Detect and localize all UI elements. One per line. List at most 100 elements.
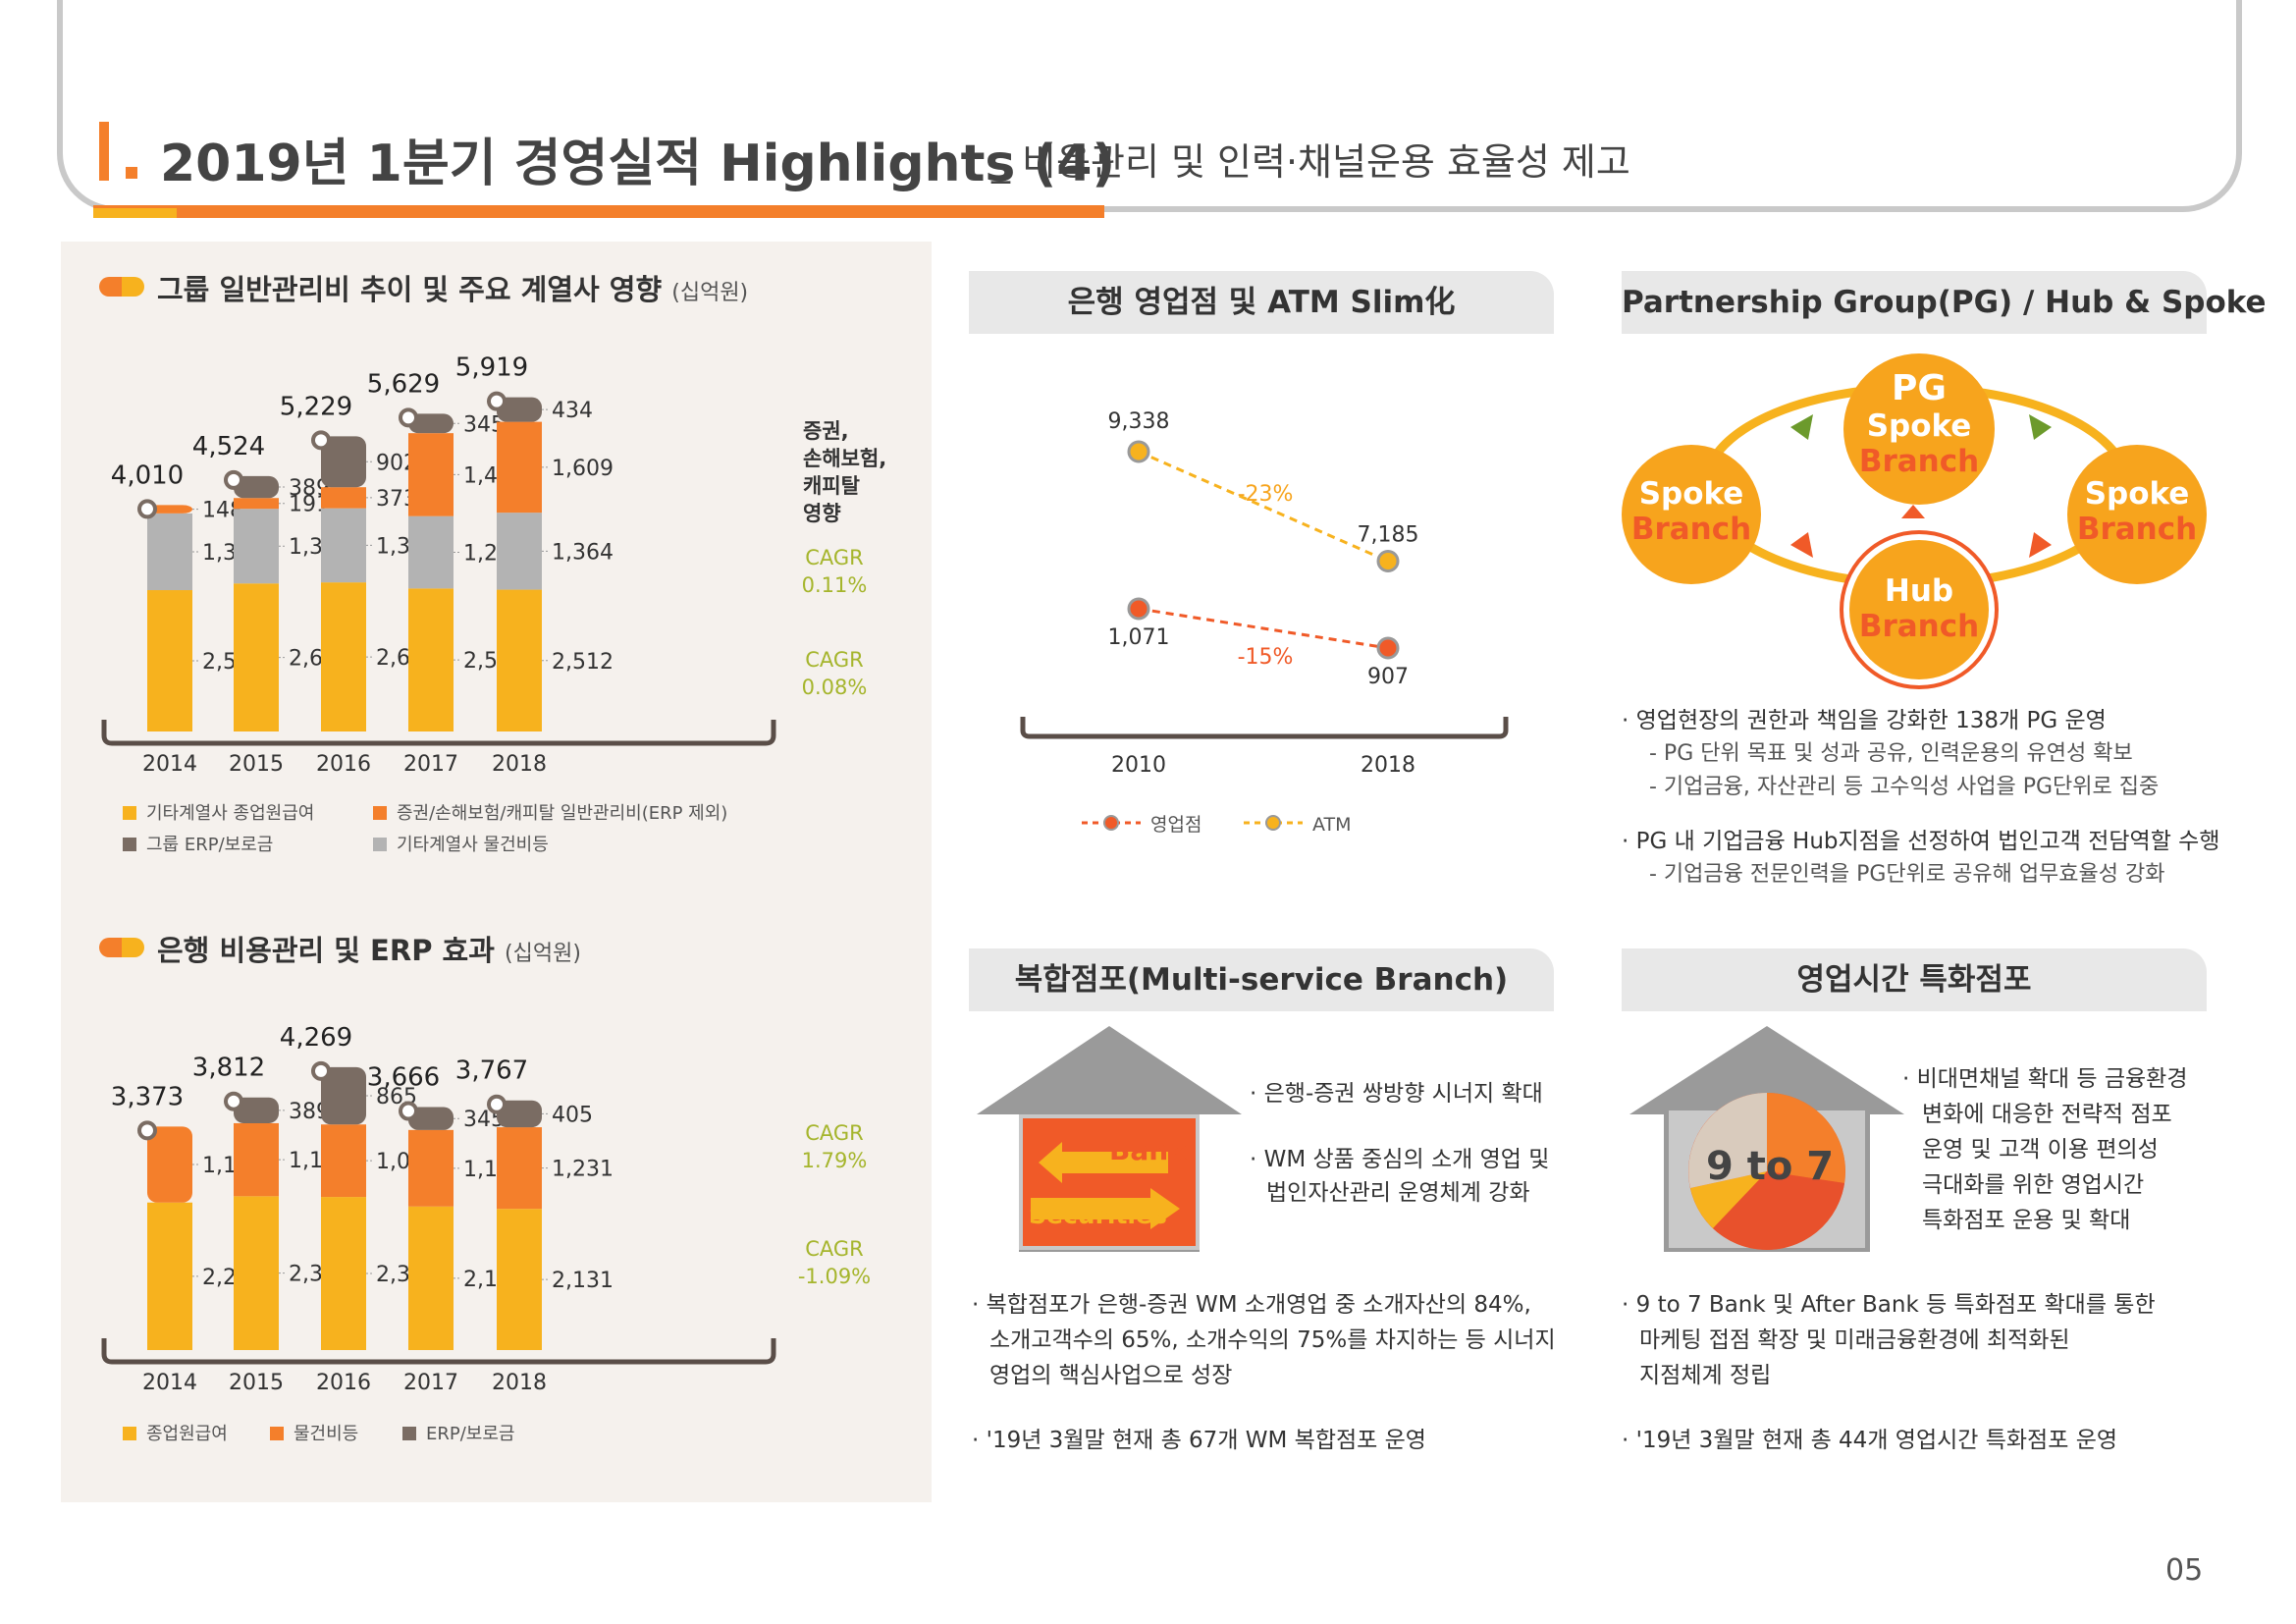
total-label: 4,010 (111, 460, 184, 490)
house-securities-label: Securities (1029, 1201, 1167, 1229)
multi-bullet-2: 소개고객수의 65%, 소개수익의 75%를 차지하는 등 시너지 (989, 1327, 1556, 1353)
bar-segment (234, 475, 279, 499)
total-marker (137, 1120, 157, 1141)
axis-label: 2018 (1361, 753, 1415, 778)
bar-segment (408, 1129, 454, 1207)
data-label: 1,231 (552, 1158, 614, 1182)
bar-segment (321, 487, 366, 509)
multi-side-1: · 은행-증권 쌍방향 시너지 확대 (1250, 1081, 1543, 1107)
pg-title: Partnership Group(PG) / Hub & Spoke (1622, 271, 2267, 334)
total-marker (487, 1094, 507, 1114)
total-label: 5,919 (455, 353, 528, 383)
axis-label: 2015 (229, 752, 284, 777)
bar-segment (497, 589, 542, 731)
page-subtitle: _ 비용관리 및 인력·채널운용 효율성 제고 (991, 140, 1630, 184)
bar-segment (147, 513, 192, 591)
pg-circle: PG Spoke Branch (1843, 353, 1995, 505)
baseline-axis (101, 1338, 776, 1365)
bar-segment (497, 513, 542, 590)
data-label: 907 (1367, 665, 1409, 689)
bank-branch-title: 은행 영업점 및 ATM Slim化 (969, 271, 1554, 334)
bar-segment (321, 1124, 366, 1198)
hours-side-2: 변화에 대응한 전략적 점포 (1922, 1102, 2172, 1127)
pg-bullet-1: · 영업현장의 권한과 책임을 강화한 138개 PG 운영 (1622, 708, 2107, 733)
bar-segment (408, 413, 454, 434)
axis-label: 2017 (403, 1371, 458, 1395)
total-marker (311, 430, 331, 451)
baseline-axis (1020, 717, 1509, 739)
page-title: 2019년 1분기 경영실적 Highlights (4) (160, 135, 1116, 193)
section-bullet-icon (99, 938, 144, 957)
axis-label: 2018 (492, 752, 547, 777)
data-label: 9,338 (1108, 409, 1170, 434)
total-marker (224, 1091, 243, 1111)
header-underline-orange (93, 205, 1104, 218)
data-label: 2,131 (552, 1269, 614, 1293)
hours-side-1: · 비대면채널 확대 등 금융환경 (1902, 1066, 2188, 1092)
axis-label: 2016 (316, 1371, 371, 1395)
bank-erp-chart: 2,2261,1473,37320142,3211,1023893,812201… (101, 1023, 776, 1395)
data-label: 405 (552, 1103, 593, 1127)
bar-segment (497, 1100, 542, 1128)
data-label: 7,185 (1358, 523, 1419, 548)
multi-bullet-1: · 복합점포가 은행-증권 WM 소개영업 중 소개자산의 84%, (972, 1292, 1531, 1318)
bar-segment (234, 509, 279, 584)
cagr-bottom-1: CAGR 0.08% (801, 648, 868, 699)
data-point (1376, 636, 1400, 660)
series-line (1138, 607, 1389, 650)
bar-segment (234, 1122, 279, 1197)
house-bank-label: Bank (1109, 1134, 1187, 1166)
pg-sub-3: - 기업금융 전문인력을 PG단위로 공유해 업무효율성 강화 (1649, 862, 2165, 887)
bar-segment (321, 1197, 366, 1350)
arrow-icon (2029, 532, 2052, 558)
cagr-top-1: CAGR 0.11% (801, 546, 868, 597)
data-label: 2,512 (552, 650, 614, 675)
section-bullet-icon (99, 277, 144, 297)
legend-item: ERP/보로금 (402, 1420, 514, 1445)
cagr-bottom-2: CAGR -1.09% (797, 1237, 872, 1288)
axis-label: 2014 (142, 752, 197, 777)
arrow-icon (1790, 414, 1813, 440)
section-title-bank-erp: 은행 비용관리 및 ERP 효과 (십억원) (157, 934, 581, 967)
bar-segment (408, 433, 454, 516)
total-label: 5,229 (280, 392, 352, 421)
bar-segment (147, 1202, 192, 1350)
group-expense-chart: 2,5041,3581484,01020142,6221,3221913894,… (101, 353, 776, 777)
hours-bullet-4: · '19년 3월말 현재 총 44개 영업시간 특화점포 운영 (1622, 1428, 2118, 1453)
hours-house-icon (1629, 1026, 1904, 1252)
page-number: 05 (2165, 1553, 2204, 1588)
total-marker (399, 1101, 418, 1121)
bar-segment (497, 1127, 542, 1210)
data-point (1127, 597, 1150, 621)
total-marker (399, 407, 418, 428)
total-label: 5,629 (367, 369, 440, 399)
arrow-icon (1790, 532, 1813, 558)
data-point (1127, 440, 1150, 463)
legend-item: 기타계열사 물건비등 (373, 831, 549, 856)
bar-segment (497, 397, 542, 422)
header-frame (57, 0, 2242, 212)
bar-segment (321, 582, 366, 731)
legend-item: 기타계열사 종업원급여 (123, 799, 314, 825)
pie-label-9to7: 9 to 7 (1706, 1144, 1835, 1189)
bar-segment (234, 498, 279, 510)
data-label: 1,364 (552, 540, 614, 565)
legend-item: 증권/손해보험/캐피탈 일반관리비(ERP 제외) (373, 799, 727, 825)
hours-title: 영업시간 특화점포 (1622, 948, 2207, 1011)
hours-side-4: 극대화를 위한 영업시간 (1922, 1172, 2145, 1198)
cagr-top-2: CAGR 1.79% (801, 1121, 868, 1172)
total-marker (137, 499, 157, 519)
axis-label: 2018 (492, 1371, 547, 1395)
hours-side-3: 운영 및 고객 이용 편의성 (1922, 1137, 2159, 1163)
data-label: 434 (552, 399, 593, 423)
bar-segment (497, 1209, 542, 1350)
pg-bullet-2: · PG 내 기업금융 Hub지점을 선정하여 법인고객 전담역할 수행 (1622, 829, 2220, 854)
pg-sub-2: - 기업금융, 자산관리 등 고수익성 사업을 PG단위로 집중 (1649, 775, 2160, 799)
total-marker (224, 469, 243, 490)
bar-segment (321, 1066, 366, 1125)
total-label: 4,524 (192, 432, 265, 461)
total-label: 3,373 (111, 1082, 184, 1111)
total-label: 3,812 (192, 1054, 265, 1083)
legend-item: 물건비등 (270, 1420, 358, 1445)
legend-label: ATM (1312, 814, 1352, 836)
